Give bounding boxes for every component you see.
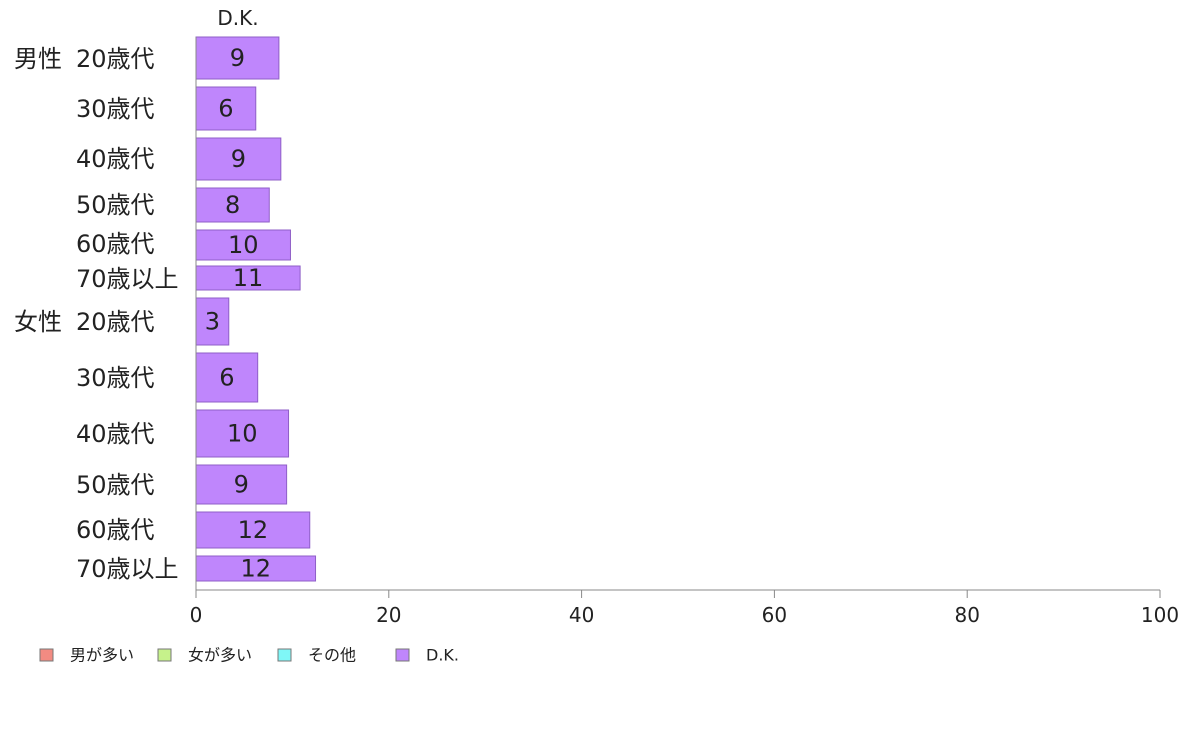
bar-segment — [195, 297, 230, 346]
category-label: 40歳代 — [76, 145, 155, 173]
data-label: 6 — [218, 95, 233, 123]
data-label: 12 — [240, 555, 271, 583]
data-label: 6 — [219, 364, 234, 392]
data-label: 10 — [227, 420, 258, 448]
x-tick-label: 60 — [762, 603, 787, 627]
category-label: 30歳代 — [76, 364, 155, 392]
category-label: 60歳代 — [76, 516, 155, 544]
category-label: 50歳代 — [76, 471, 155, 499]
legend-label: 女が多い — [188, 646, 252, 665]
data-label: 10 — [228, 231, 259, 259]
category-label: 30歳代 — [76, 95, 155, 123]
bar-segment — [195, 511, 311, 549]
bar-segment — [195, 36, 280, 80]
data-label: 12 — [238, 516, 269, 544]
bar-segment — [195, 229, 291, 261]
x-tick-label: 100 — [1141, 603, 1179, 627]
category-label: 40歳代 — [76, 420, 155, 448]
bar-segment — [195, 137, 282, 181]
data-label: 9 — [230, 44, 245, 72]
bar-segment — [195, 464, 288, 505]
x-tick-label: 20 — [376, 603, 401, 627]
legend-label: その他 — [308, 646, 356, 665]
legend-swatch — [395, 648, 410, 662]
x-tick-label: 40 — [569, 603, 594, 627]
legend-label: D.K. — [426, 646, 459, 665]
category-label: 50歳代 — [76, 191, 155, 219]
group-label: 女性 — [14, 308, 62, 336]
column-header: D.K. — [217, 6, 258, 30]
bar-segment — [195, 555, 317, 582]
x-tick-label: 80 — [954, 603, 979, 627]
category-label: 20歳代 — [76, 308, 155, 336]
category-label: 70歳以上 — [76, 555, 179, 583]
bar-segment — [195, 187, 270, 223]
bar-segment — [195, 86, 257, 131]
category-label: 70歳以上 — [76, 265, 179, 293]
category-label: 60歳代 — [76, 230, 155, 258]
legend-swatch — [39, 648, 54, 662]
legend-swatch — [157, 648, 172, 662]
legend-label: 男が多い — [70, 646, 134, 665]
category-label: 20歳代 — [76, 45, 155, 73]
data-label: 9 — [231, 145, 246, 173]
data-label: 9 — [234, 471, 249, 499]
x-tick-label: 0 — [190, 603, 203, 627]
data-label: 8 — [225, 191, 240, 219]
group-label: 男性 — [14, 45, 62, 73]
data-label: 11 — [233, 264, 264, 292]
legend-swatch — [277, 648, 292, 662]
data-label: 3 — [205, 308, 220, 336]
